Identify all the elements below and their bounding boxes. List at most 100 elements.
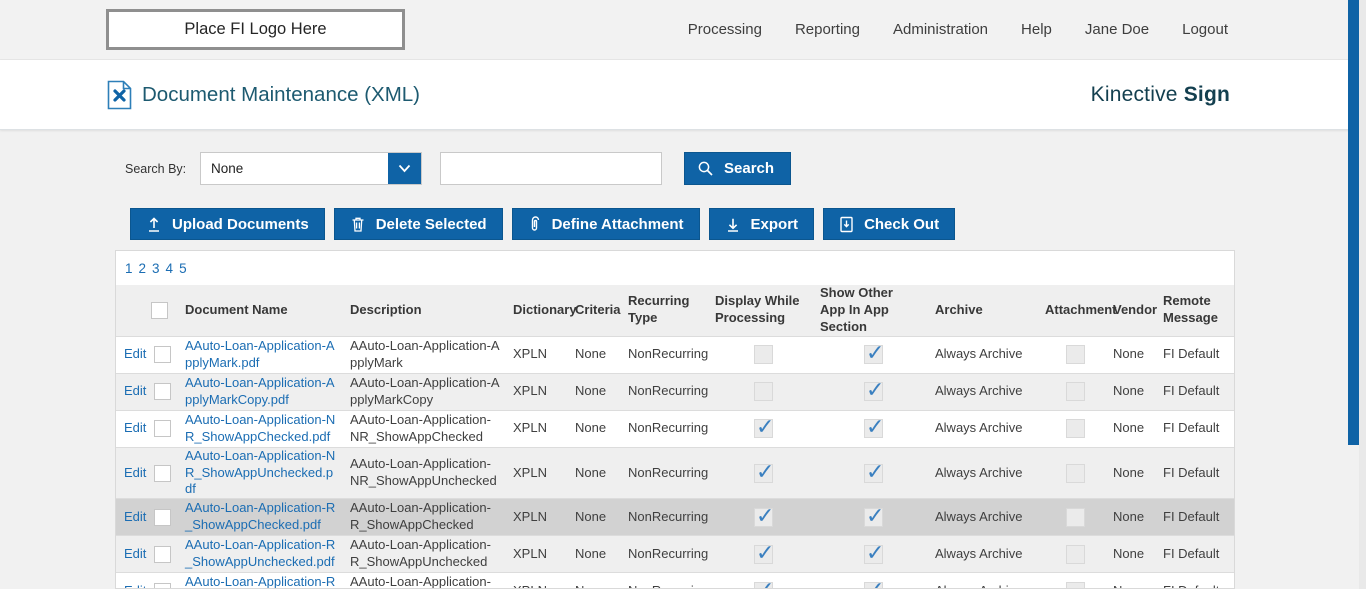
archive-cell: Always Archive [935,346,1023,362]
search-by-dropdown[interactable]: None [200,152,422,185]
criteria-cell: None [575,508,607,524]
topbar: Place FI Logo Here Processing Reporting … [0,0,1366,60]
document-name-link[interactable]: AAuto-Loan-Application-RS-AFD731-test.pd… [185,574,336,589]
edit-link[interactable]: Edit [124,583,146,588]
export-label: Export [750,215,799,233]
edit-link[interactable]: Edit [124,383,147,399]
nav-user-jane-doe[interactable]: Jane Doe [1084,21,1150,38]
nav-processing[interactable]: Processing [687,21,762,38]
page-link-2[interactable]: 2 [138,260,147,276]
remote-message-cell: FI Default [1163,508,1220,524]
vendor-cell: None [1113,508,1145,524]
vendor-cell: None [1113,464,1145,480]
remote-message-cell: FI Default [1163,346,1220,362]
criteria-cell: None [571,583,624,588]
document-name-link[interactable]: AAuto-Loan-Application-R_ShowAppChecked.… [185,500,336,533]
vendor-cell: None [1113,420,1145,436]
recurring-type-cell: NonRecurring [624,583,711,588]
nav-help[interactable]: Help [1021,21,1052,38]
select-all-checkbox[interactable] [151,301,168,319]
edit-link[interactable]: Edit [124,346,147,362]
scrollbar-track[interactable] [1359,0,1366,589]
row-checkbox[interactable] [154,545,171,563]
display-while-processing-checkbox [754,382,773,402]
dictionary-cell: XPLN [513,464,547,480]
description-cell: AAuto-Loan-Application-NR_ShowAppUncheck… [350,456,497,488]
remote-message-cell: FI Default [1163,420,1220,436]
paperclip-icon [528,215,542,233]
edit-link[interactable]: Edit [124,420,147,436]
show-other-app-checkbox [864,539,884,567]
page-link-4[interactable]: 4 [165,260,174,276]
scrollbar-thumb[interactable] [1348,0,1359,445]
col-select [151,301,181,319]
dictionary-cell: XPLN [513,545,547,561]
dropdown-selected-value: None [211,161,244,176]
display-while-processing-checkbox [754,413,774,442]
page-link-3[interactable]: 3 [152,260,160,276]
row-checkbox[interactable] [154,420,171,438]
export-button[interactable]: Export [708,208,815,240]
edit-link[interactable]: Edit [124,508,147,524]
trash-icon [350,216,366,233]
search-input[interactable] [440,152,662,185]
upload-documents-button[interactable]: Upload Documents [130,208,325,240]
display-while-processing-checkbox [754,458,774,486]
archive-cell: Always Archive [935,508,1023,524]
main-nav: Processing Reporting Administration Help… [688,21,1228,38]
dictionary-cell: XPLN [513,420,547,436]
nav-reporting[interactable]: Reporting [794,21,860,38]
table-row: Edit AAuto-Loan-Application-ApplyMarkCop… [116,372,1234,410]
nav-administration[interactable]: Administration [892,21,989,38]
description-cell: AAuto-Loan-Application-ApplyMarkCopy [350,374,500,407]
criteria-cell: None [575,464,607,480]
row-checkbox[interactable] [154,383,171,401]
document-name-link[interactable]: AAuto-Loan-Application-ApplyMarkCopy.pdf [185,374,335,407]
col-dictionary: Dictionary [513,301,577,317]
row-checkbox[interactable] [154,346,171,364]
delete-selected-button[interactable]: Delete Selected [333,208,503,240]
attachment-checkbox [1065,345,1085,365]
search-row: Search By: None Search [125,152,1366,185]
table-row: Edit AAuto-Loan-Application-NR_ShowAppCh… [116,409,1234,447]
display-while-processing-checkbox [754,345,773,365]
row-checkbox[interactable] [154,464,171,482]
fi-logo-placeholder: Place FI Logo Here [106,9,405,50]
archive-cell: Always Archive [931,583,1041,588]
col-recurring-type: Recurring Type [628,293,690,326]
display-while-processing-checkbox [754,502,774,530]
col-document-name: Document Name [185,301,288,317]
check-out-label: Check Out [864,215,940,233]
document-maintenance-icon [107,80,132,110]
checkout-document-icon [839,216,854,233]
description-cell: AAuto-Loan-Application-R_ShowAppUnchecke… [350,537,491,570]
define-attachment-button[interactable]: Define Attachment [511,208,700,240]
table-row: Edit AAuto-Loan-Application-ApplyMark.pd… [116,335,1234,373]
check-out-button[interactable]: Check Out [823,208,956,240]
edit-link[interactable]: Edit [124,545,147,561]
description-cell: AAuto-Loan-Application-RS-AFD731-test [350,574,491,589]
nav-logout[interactable]: Logout [1182,21,1228,38]
criteria-cell: None [575,383,607,399]
chevron-down-icon[interactable] [388,153,421,184]
toolbar: Upload Documents Delete Selected Define … [130,208,1366,240]
document-name-link[interactable]: AAuto-Loan-Application-NR_ShowAppChecked… [185,411,336,444]
dictionary-cell: XPLN [509,583,571,588]
col-description: Description [350,301,422,317]
row-checkbox[interactable] [154,508,171,526]
document-name-link[interactable]: AAuto-Loan-Application-R_ShowAppUnchecke… [185,537,336,570]
document-name-link[interactable]: AAuto-Loan-Application-ApplyMark.pdf [185,337,335,370]
edit-link[interactable]: Edit [124,464,147,480]
page-link-5[interactable]: 5 [179,260,187,276]
page-header-band: Document Maintenance (XML) Kinective Sig… [0,60,1366,130]
row-checkbox[interactable] [154,582,171,588]
upload-documents-label: Upload Documents [172,215,309,233]
table-row: Edit AAuto-Loan-Application-NR_ShowAppUn… [116,446,1234,499]
vendor-cell: None [1113,346,1145,362]
documents-table-card: 1 2 3 4 5 Document Name Description Dict… [115,250,1235,589]
page-link-1[interactable]: 1 [125,260,133,276]
search-button[interactable]: Search [684,152,792,185]
show-other-app-checkbox [864,576,884,588]
document-name-link[interactable]: AAuto-Loan-Application-NR_ShowAppUncheck… [185,447,336,497]
col-remote-message: Remote Message [1163,293,1218,326]
